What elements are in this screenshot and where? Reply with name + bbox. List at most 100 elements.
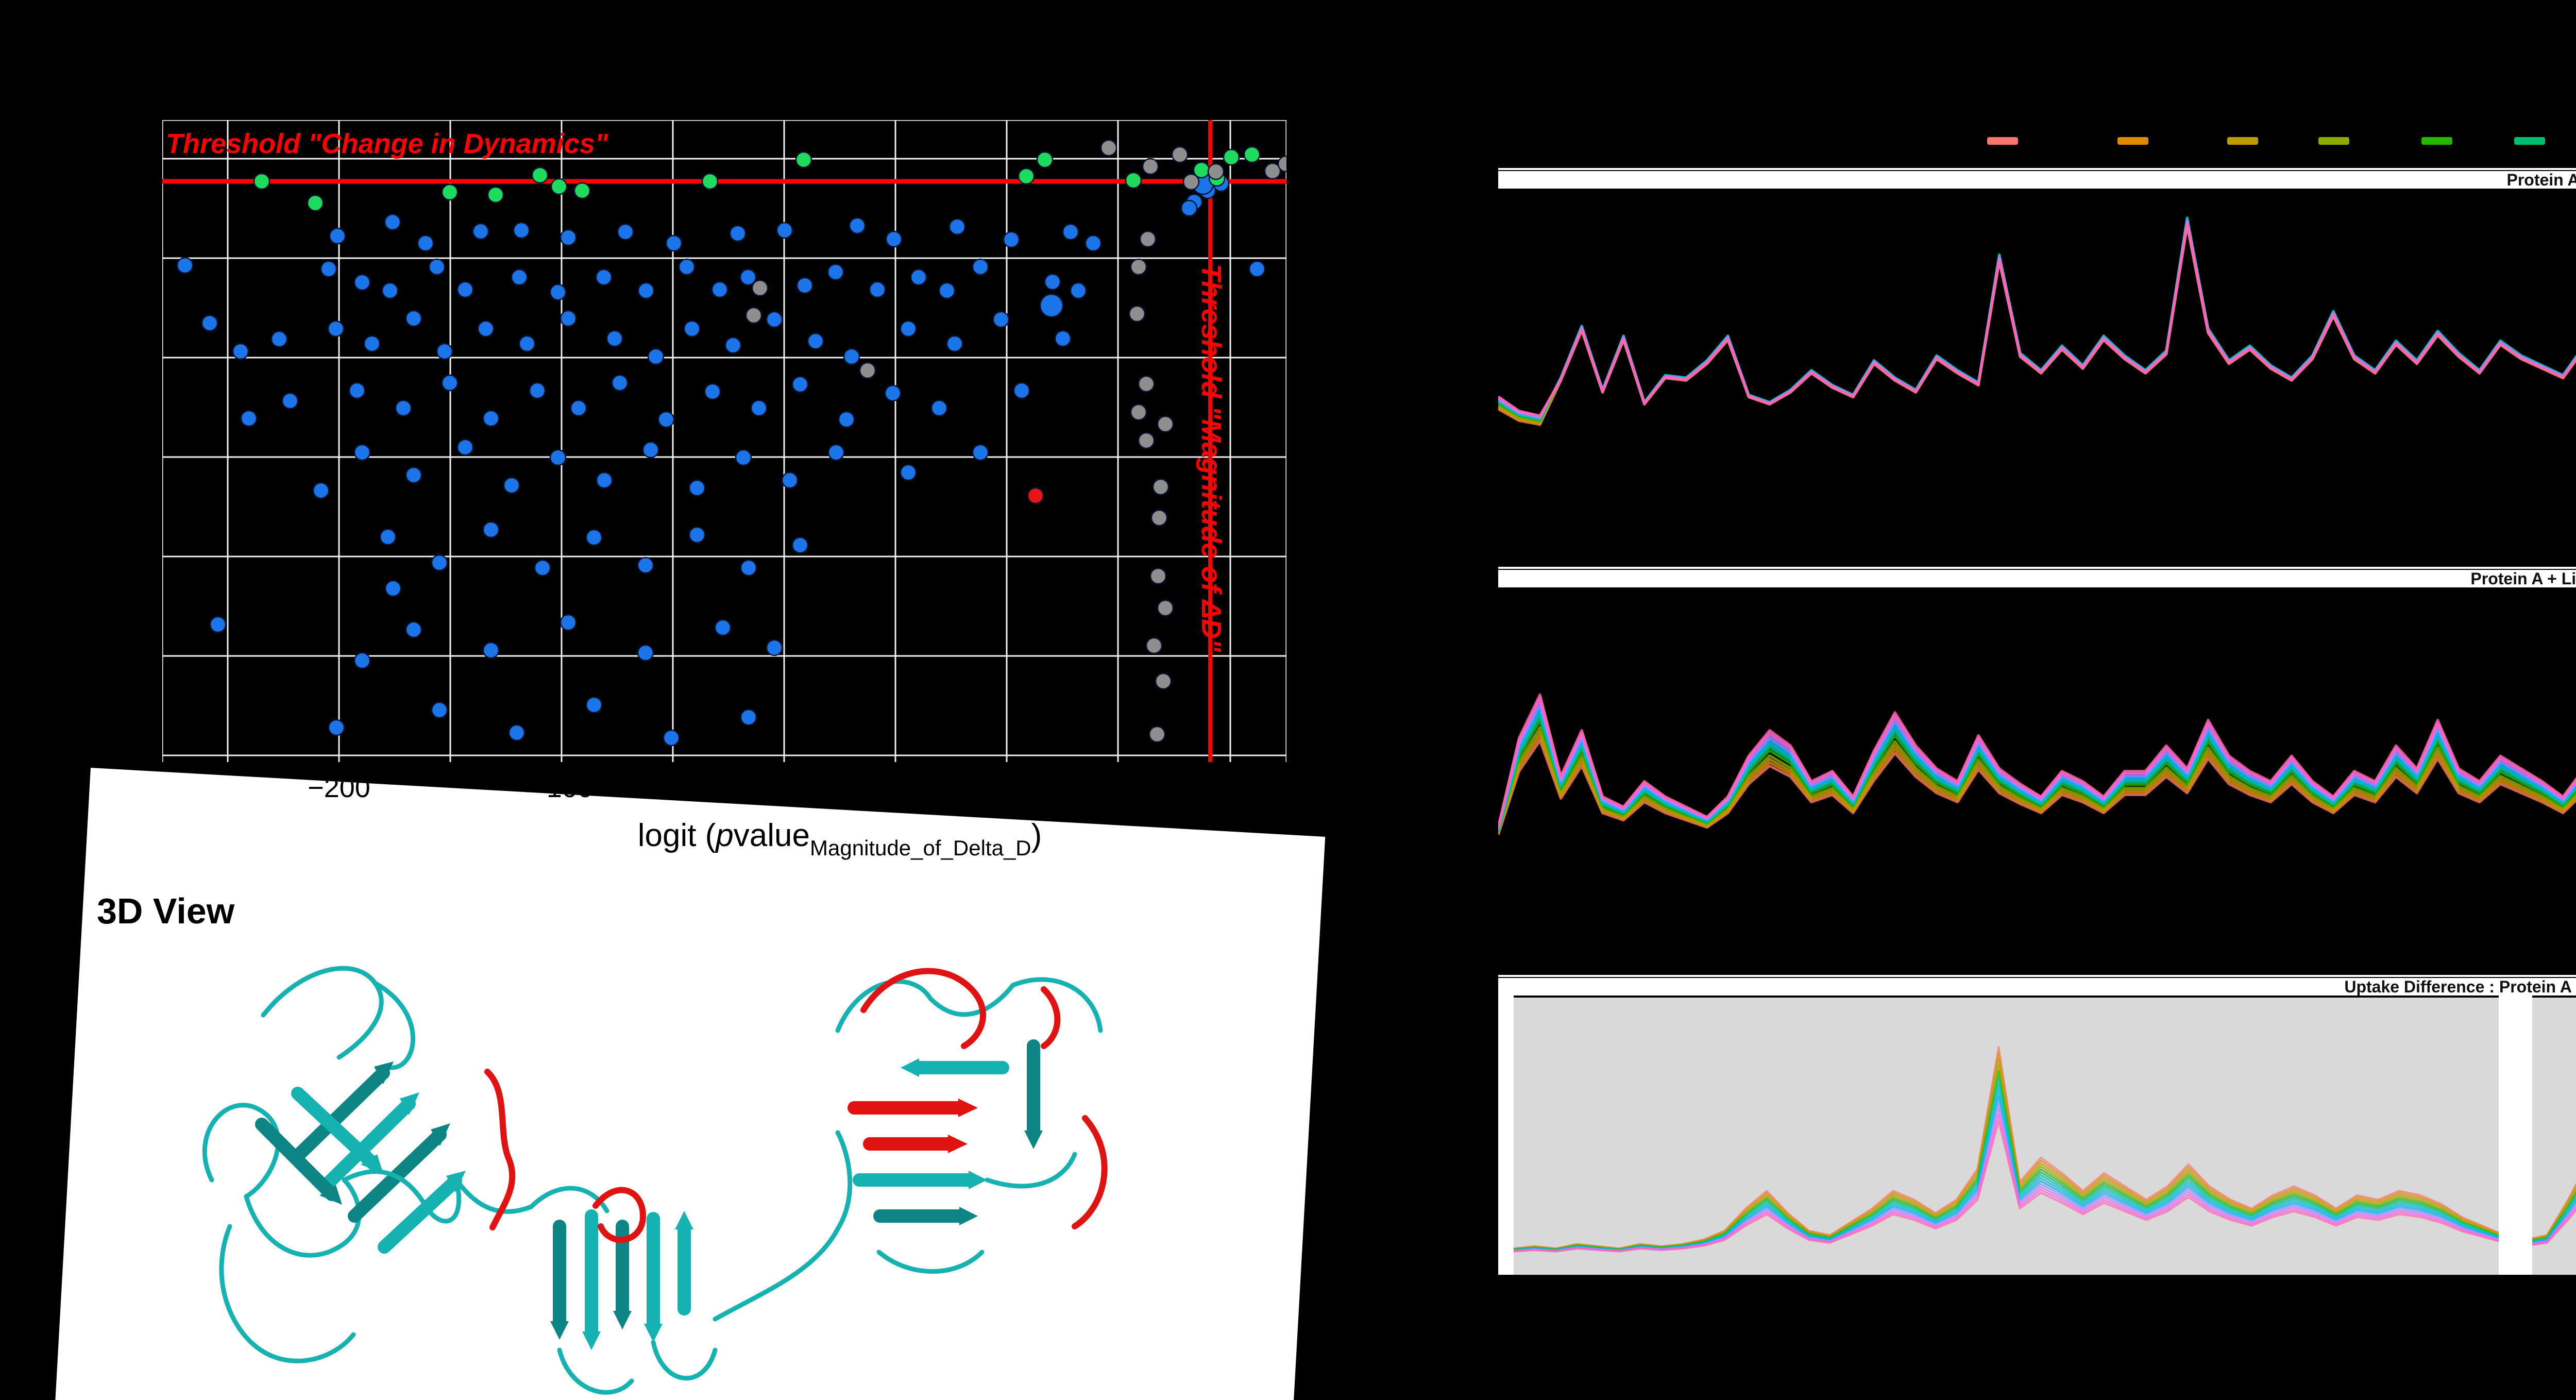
volcano-point-b <box>329 227 346 245</box>
volcano-point-g <box>573 182 591 199</box>
volcano-point-y <box>859 362 876 379</box>
volcano-point-b <box>735 449 752 466</box>
volcano-point-b <box>714 619 732 636</box>
volcano-point-b <box>560 614 577 631</box>
volcano-point-g <box>307 194 324 212</box>
3d-view-panel[interactable]: −200 −100 logit (pvalueMagnitude_of_Delt… <box>45 768 1326 1400</box>
strip-title-protein-a-ligand: Protein A + Ligand <box>1498 569 2576 588</box>
uptake-difference-title: Uptake Difference : Protein A - (Protein… <box>2344 977 2576 996</box>
uptake-series <box>1498 219 2576 419</box>
volcano-point-b <box>327 320 345 338</box>
volcano-point-b <box>456 438 474 456</box>
volcano-point-b <box>740 709 757 726</box>
volcano-point-b <box>431 701 448 719</box>
volcano-point-b <box>405 310 422 327</box>
volcano-point-b <box>843 348 860 365</box>
volcano-point-b <box>972 444 989 461</box>
volcano-point-g <box>441 183 459 201</box>
volcano-point-b <box>240 410 258 427</box>
volcano-point-b <box>1248 260 1266 278</box>
uptake-series <box>1498 223 2576 417</box>
volcano-point-b <box>678 258 696 276</box>
volcano-point-b <box>1070 282 1087 299</box>
volcano-point-b <box>477 320 495 338</box>
volcano-point-b <box>482 642 500 659</box>
legend-swatch <box>2117 137 2148 145</box>
volcano-point-g <box>550 178 568 195</box>
volcano-point-g <box>1125 172 1142 189</box>
volcano-point-b <box>511 268 528 286</box>
volcano-point-b <box>596 471 613 489</box>
uptake-difference-chart[interactable] <box>1498 995 2576 1278</box>
volcano-point-b <box>776 222 793 239</box>
volcano-point-b <box>938 282 956 299</box>
volcano-point-b <box>281 392 299 410</box>
volcano-point-y <box>1145 637 1163 654</box>
volcano-point-y <box>751 279 769 297</box>
volcano-point-b <box>353 274 371 291</box>
volcano-point-b <box>663 729 680 747</box>
volcano-point-b <box>791 376 809 393</box>
volcano-point-y <box>1130 258 1147 276</box>
volcano-point-b <box>595 268 613 286</box>
volcano-point-y <box>1152 478 1170 496</box>
volcano-point-b <box>900 464 917 481</box>
protein-teal-chain <box>202 966 1103 1395</box>
volcano-point-b <box>529 382 546 399</box>
volcano-point-b <box>431 554 448 571</box>
uptake-chart-protein-a-ligand[interactable] <box>1498 587 2576 975</box>
panel-separator-1 <box>1498 168 2576 170</box>
protein-ribbon-structure[interactable] <box>168 938 1173 1400</box>
volcano-point-y <box>1182 173 1200 191</box>
volcano-point-y <box>1150 509 1168 527</box>
protein-red-highlight <box>484 968 1108 1243</box>
volcano-point-y <box>1277 155 1286 173</box>
volcano-point-y <box>1149 567 1167 585</box>
volcano-point-b <box>513 222 530 239</box>
volcano-point-b <box>869 281 886 298</box>
volcano-point-b <box>729 225 747 242</box>
legend-swatch <box>2227 137 2258 145</box>
volcano-point-b <box>972 258 989 276</box>
volcano-point-b <box>328 719 345 736</box>
uptake-series <box>1498 221 2576 419</box>
uptake-series <box>1498 221 2576 418</box>
volcano-point-b <box>657 411 675 428</box>
uptake-series <box>1498 218 2576 420</box>
uptake-series <box>1498 735 2576 835</box>
uptake-chart-protein-a[interactable] <box>1498 188 2576 567</box>
volcano-point-y <box>1207 163 1225 180</box>
volcano-point-b <box>642 441 659 459</box>
uptake-series <box>1498 739 2576 835</box>
volcano-plot-canvas[interactable] <box>162 120 1286 762</box>
legend-swatch <box>2421 137 2452 145</box>
3d-view-title: 3D View <box>97 891 235 931</box>
volcano-point-y <box>1139 230 1157 248</box>
volcano-point-b <box>348 382 366 399</box>
protein-a-ligand-title: Protein A + Ligand <box>2470 569 2576 588</box>
volcano-point-b <box>560 310 577 327</box>
volcano-point-b <box>518 335 536 352</box>
volcano-point-b <box>320 260 337 278</box>
volcano-point-b <box>1054 330 1072 347</box>
volcano-point-b <box>791 536 809 554</box>
volcano-point-y <box>1130 403 1147 421</box>
volcano-point-y <box>1148 726 1166 743</box>
volcano-point-b <box>688 526 706 544</box>
volcano-point-b <box>232 343 249 360</box>
volcano-point-b <box>570 399 587 417</box>
volcano-point-b <box>617 223 634 241</box>
volcano-plot[interactable] <box>162 120 1286 762</box>
volcano-point-b <box>384 580 402 597</box>
volcano-point-b <box>1013 382 1030 399</box>
volcano-point-g <box>1223 148 1240 166</box>
volcano-point-y <box>1155 672 1172 690</box>
uptake-series <box>1498 217 2576 422</box>
volcano-point-b <box>209 616 227 633</box>
volcano-point-b <box>781 471 799 489</box>
volcano-point-g <box>1036 151 1054 168</box>
volcano-point-b <box>405 621 422 638</box>
uptake-series <box>1498 220 2576 418</box>
volcano-point-b <box>637 556 654 574</box>
volcano-point-y <box>1157 415 1174 433</box>
